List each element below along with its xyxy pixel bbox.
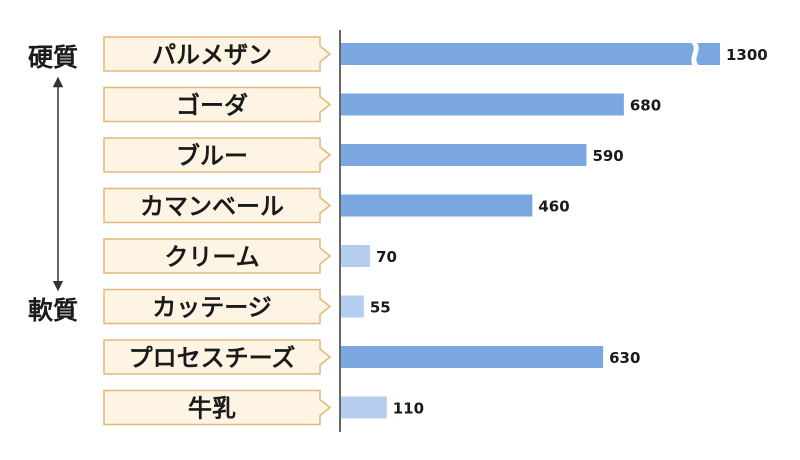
value-label: 110	[393, 400, 424, 418]
category-label-box	[103, 238, 332, 274]
bar	[341, 396, 387, 419]
bar	[341, 93, 624, 116]
axis-break-mark	[690, 39, 700, 69]
bar	[341, 245, 371, 267]
value-label: 70	[376, 248, 397, 266]
category-label: パルメザン	[152, 41, 272, 69]
value-label: 590	[592, 147, 623, 165]
bar	[341, 295, 364, 318]
category-label-box	[103, 36, 332, 72]
category-label: プロセスチーズ	[129, 344, 296, 372]
category-label: ブルー	[176, 142, 248, 170]
category-label-box	[103, 288, 332, 325]
bar	[341, 144, 587, 166]
category-label-box	[103, 339, 332, 375]
category-label-box	[103, 86, 332, 123]
value-label: 55	[370, 299, 391, 317]
value-label: 460	[538, 198, 569, 216]
category-label: カマンベール	[140, 193, 284, 221]
category-label-box	[103, 389, 332, 426]
value-label: 680	[630, 97, 661, 115]
bar	[341, 43, 720, 65]
value-label: 1300	[726, 46, 768, 64]
category-label: カッテージ	[152, 294, 272, 322]
category-label-box	[103, 137, 332, 173]
hard-cheese-label: 硬質	[28, 43, 79, 72]
category-label: クリーム	[164, 243, 259, 271]
category-label-box	[103, 187, 332, 224]
soft-cheese-label: 軟質	[28, 296, 79, 325]
bar	[341, 346, 604, 368]
value-label: 630	[609, 349, 640, 367]
category-label: 牛乳	[188, 395, 236, 423]
category-label: ゴーダ	[176, 92, 248, 120]
bar	[341, 194, 533, 217]
